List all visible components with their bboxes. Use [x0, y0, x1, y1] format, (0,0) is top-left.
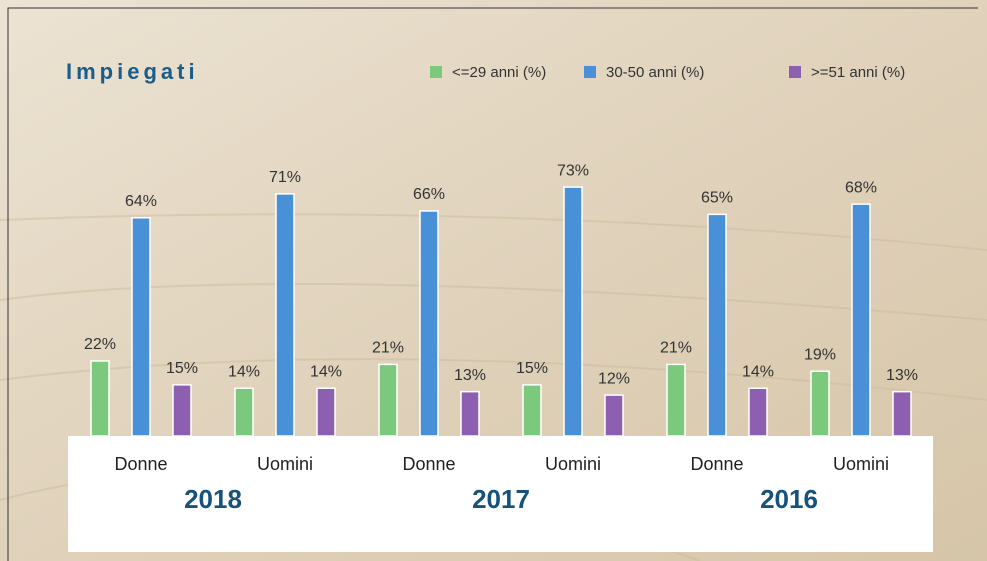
value-label: 15% [166, 360, 198, 377]
chart-title: Impiegati [66, 59, 199, 84]
bar [851, 203, 871, 437]
legend-swatch [584, 66, 596, 78]
value-label: 65% [701, 190, 733, 207]
bar [892, 390, 912, 437]
legend-label: >=51 anni (%) [811, 64, 905, 81]
value-label: 64% [125, 193, 157, 210]
bar [419, 210, 439, 437]
bar [90, 360, 110, 437]
group-label: 2017 [472, 484, 530, 514]
value-label: 14% [310, 363, 342, 380]
x-tick-label: Donne [690, 454, 743, 474]
x-tick-label: Donne [402, 454, 455, 474]
value-label: 13% [886, 367, 918, 384]
x-tick-label: Uomini [257, 454, 313, 474]
bar [275, 193, 295, 437]
value-label: 13% [454, 367, 486, 384]
legend-swatch [789, 66, 801, 78]
x-tick-label: Donne [114, 454, 167, 474]
legend-label: 30-50 anni (%) [606, 64, 704, 81]
bar [378, 363, 398, 437]
bar [316, 387, 336, 437]
x-tick-label: Uomini [545, 454, 601, 474]
value-label: 19% [804, 346, 836, 363]
bar [522, 384, 542, 437]
value-label: 15% [516, 360, 548, 377]
bar [707, 213, 727, 437]
value-label: 66% [413, 186, 445, 203]
group-label: 2018 [184, 484, 242, 514]
bar [563, 186, 583, 437]
value-label: 14% [228, 363, 260, 380]
legend-swatch [430, 66, 442, 78]
bar [748, 387, 768, 437]
value-label: 68% [845, 179, 877, 196]
bar [131, 217, 151, 437]
value-label: 14% [742, 363, 774, 380]
bar [234, 387, 254, 437]
bar [604, 394, 624, 437]
value-label: 71% [269, 169, 301, 186]
x-tick-label: Uomini [833, 454, 889, 474]
value-label: 21% [372, 340, 404, 357]
value-label: 21% [660, 340, 692, 357]
value-label: 22% [84, 336, 116, 353]
value-label: 73% [557, 162, 589, 179]
frame [7, 7, 978, 561]
legend-label: <=29 anni (%) [452, 64, 546, 81]
bar [172, 384, 192, 437]
bar [460, 390, 480, 437]
bar [666, 363, 686, 437]
value-label: 12% [598, 370, 630, 387]
label-panel [68, 436, 933, 552]
bar [810, 370, 830, 437]
group-label: 2016 [760, 484, 818, 514]
